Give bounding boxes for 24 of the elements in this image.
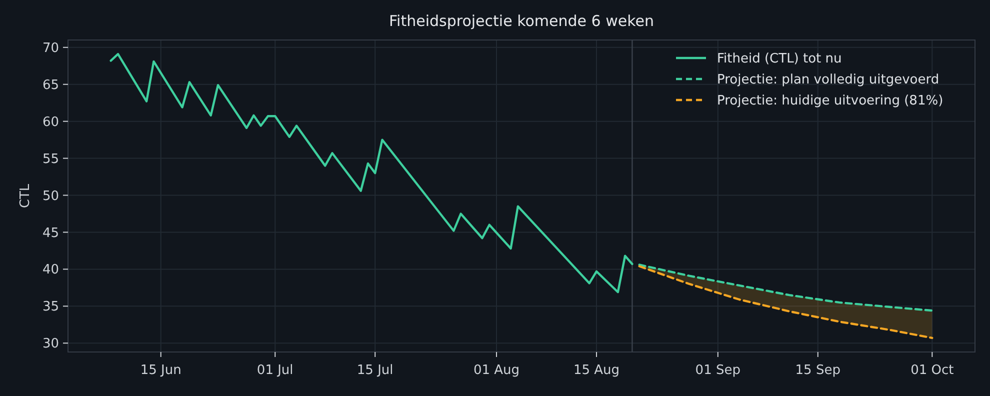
x-tick-label: 01 Aug <box>473 363 520 378</box>
x-tick-label: 01 Jul <box>256 363 294 378</box>
line-series <box>110 52 634 294</box>
x-tick-label: 15 Aug <box>573 363 620 378</box>
chart-title: Fitheidsprojectie komende 6 weken <box>389 12 654 30</box>
y-tick-label: 40 <box>42 262 59 278</box>
x-tick-label: 15 Sep <box>795 363 840 378</box>
y-tick-label: 55 <box>42 152 59 167</box>
y-tick-label: 45 <box>42 226 59 241</box>
legend-label: Fitheid (CTL) tot nu <box>717 52 842 67</box>
legend-label: Projectie: huidige uitvoering (81%) <box>717 94 944 109</box>
y-axis-title: CTL <box>18 183 33 208</box>
x-tick-label: 01 Sep <box>695 363 740 378</box>
y-tick-label: 65 <box>42 78 59 93</box>
y-tick-label: 60 <box>42 114 59 130</box>
y-tick-label: 35 <box>42 300 59 315</box>
line-series <box>638 264 934 312</box>
x-tick-label: 15 Jun <box>140 363 182 378</box>
y-tick-label: 50 <box>42 188 59 204</box>
y-tick-label: 70 <box>42 40 59 56</box>
legend-label: Projectie: plan volledig uitgevoerd <box>717 72 940 88</box>
y-tick-label: 30 <box>42 336 59 352</box>
x-tick-label: 01 Oct <box>910 363 954 378</box>
x-tick-label: 15 Jul <box>356 363 394 378</box>
